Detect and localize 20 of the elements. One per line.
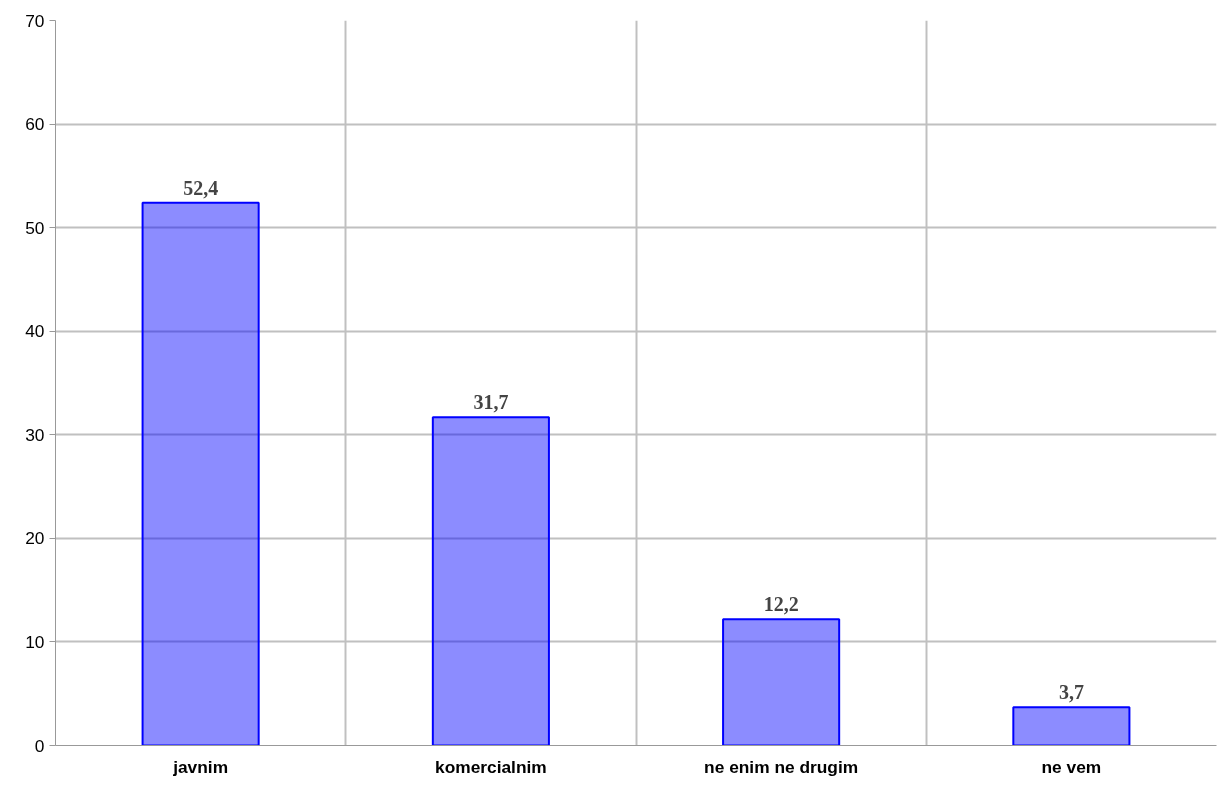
bar bbox=[141, 201, 260, 746]
data-label: 31,7 bbox=[473, 391, 509, 414]
y-tick-label: 70 bbox=[25, 10, 45, 31]
y-tick-label: 50 bbox=[25, 217, 45, 238]
x-tick-label: ne enim ne drugim bbox=[704, 756, 859, 777]
y-tick-label: 0 bbox=[34, 735, 45, 756]
y-tick-label: 40 bbox=[25, 321, 45, 342]
bar bbox=[722, 618, 841, 746]
y-tick-label: 20 bbox=[25, 528, 45, 549]
x-tick-label: ne vem bbox=[1041, 756, 1102, 777]
bar bbox=[431, 416, 550, 746]
bar bbox=[1012, 706, 1131, 746]
x-tick-label: komercialnim bbox=[435, 756, 547, 777]
y-tick-label: 30 bbox=[25, 424, 45, 445]
data-label: 3,7 bbox=[1058, 681, 1084, 704]
y-tick-label: 60 bbox=[25, 114, 45, 135]
y-tick-label: 10 bbox=[25, 631, 45, 652]
data-label: 52,4 bbox=[183, 176, 219, 199]
x-tick-label: javnim bbox=[172, 756, 229, 777]
data-label: 12,2 bbox=[763, 593, 799, 616]
